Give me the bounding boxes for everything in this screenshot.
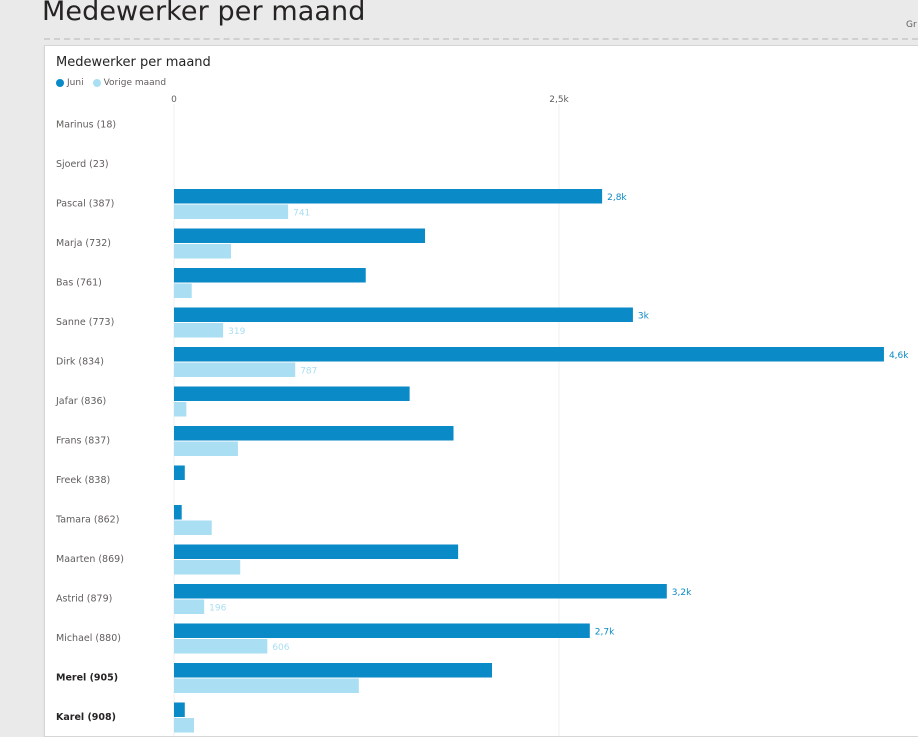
bar-juni[interactable] [174, 465, 185, 481]
bar-vorige-maand[interactable] [174, 283, 192, 299]
bar-juni[interactable] [174, 268, 366, 283]
category-label: Karel (908) [56, 712, 116, 723]
data-label-juni: 3,2k [672, 588, 692, 598]
category-label: Jafar (836) [55, 396, 106, 407]
chart-visual[interactable]: Medewerker per maand Juni Vorige maand 0… [44, 45, 918, 737]
bar-vorige-maand[interactable] [174, 204, 289, 220]
bar-juni[interactable] [174, 426, 454, 441]
category-label: Freek (838) [56, 475, 110, 486]
bar-vorige-maand[interactable] [174, 560, 241, 575]
category-label: Frans (837) [56, 436, 110, 447]
bar-vorige-maand[interactable] [174, 599, 205, 615]
bar-chart-plot[interactable]: 0 2,5k Marinus (18) Sjoerd (23) 2,8k 741 Pasca… [45, 46, 918, 736]
category-label: Astrid (879) [56, 594, 112, 605]
legend-item-juni[interactable]: Juni [56, 78, 84, 88]
chart-title: Medewerker per maand [56, 55, 211, 70]
bar-juni[interactable] [174, 702, 185, 718]
bar-vorige-maand[interactable] [174, 678, 359, 694]
data-label-vorige-maand: 787 [300, 366, 317, 376]
category-label: Bas (761) [56, 278, 102, 289]
category-label: Maarten (869) [56, 554, 124, 565]
data-label-juni: 4,6k [889, 351, 909, 361]
category-label: Marinus (18) [56, 120, 116, 131]
bar-juni[interactable] [174, 386, 410, 402]
data-label-juni: 2,7k [595, 627, 615, 637]
category-label: Pascal (387) [56, 199, 114, 210]
category-label: Merel (905) [56, 673, 118, 684]
legend-marker-juni [56, 79, 64, 87]
x-tick-label: 2,5k [549, 95, 569, 105]
page-title: Medewerker per maand [42, 0, 366, 27]
category-label: Marja (732) [56, 238, 111, 249]
bar-juni[interactable] [174, 347, 884, 362]
category-label: Sjoerd (23) [56, 159, 109, 170]
bar-vorige-maand[interactable] [174, 323, 224, 338]
legend-label-juni: Juni [67, 78, 84, 88]
bar-vorige-maand[interactable] [174, 639, 268, 654]
bar-vorige-maand[interactable] [174, 520, 212, 536]
category-label: Sanne (773) [56, 317, 114, 328]
bar-juni[interactable] [174, 189, 603, 204]
bar-vorige-maand[interactable] [174, 441, 238, 457]
data-label-vorige-maand: 606 [272, 643, 289, 653]
data-label-vorige-maand: 741 [293, 208, 310, 218]
data-label-vorige-maand: 196 [209, 603, 226, 613]
bar-juni[interactable] [174, 623, 590, 639]
bar-vorige-maand[interactable] [174, 718, 195, 733]
bar-juni[interactable] [174, 544, 459, 560]
category-label: Tamara (862) [55, 515, 119, 526]
category-label: Dirk (834) [56, 357, 104, 368]
legend-label-vorige-maand: Vorige maand [103, 78, 167, 88]
bar-juni[interactable] [174, 307, 633, 323]
legend-item-vorige-maand[interactable]: Vorige maand [92, 78, 167, 88]
legend-marker-vorige-maand [92, 79, 101, 87]
bar-vorige-maand[interactable] [174, 362, 296, 378]
category-label: Michael (880) [56, 633, 121, 644]
top-right-text: Gr [906, 20, 917, 30]
bar-juni[interactable] [174, 228, 426, 244]
bar-juni[interactable] [174, 663, 493, 678]
data-label-juni: 3k [638, 311, 650, 321]
chart-legend: Juni Vorige maand [56, 76, 175, 90]
x-tick-label: 0 [171, 95, 177, 105]
bar-juni[interactable] [174, 584, 667, 599]
data-label-juni: 2,8k [607, 193, 627, 203]
bar-vorige-maand[interactable] [174, 402, 187, 417]
bar-juni[interactable] [174, 505, 182, 520]
section-divider [44, 38, 918, 40]
bar-vorige-maand[interactable] [174, 244, 231, 259]
data-label-vorige-maand: 319 [228, 327, 245, 337]
